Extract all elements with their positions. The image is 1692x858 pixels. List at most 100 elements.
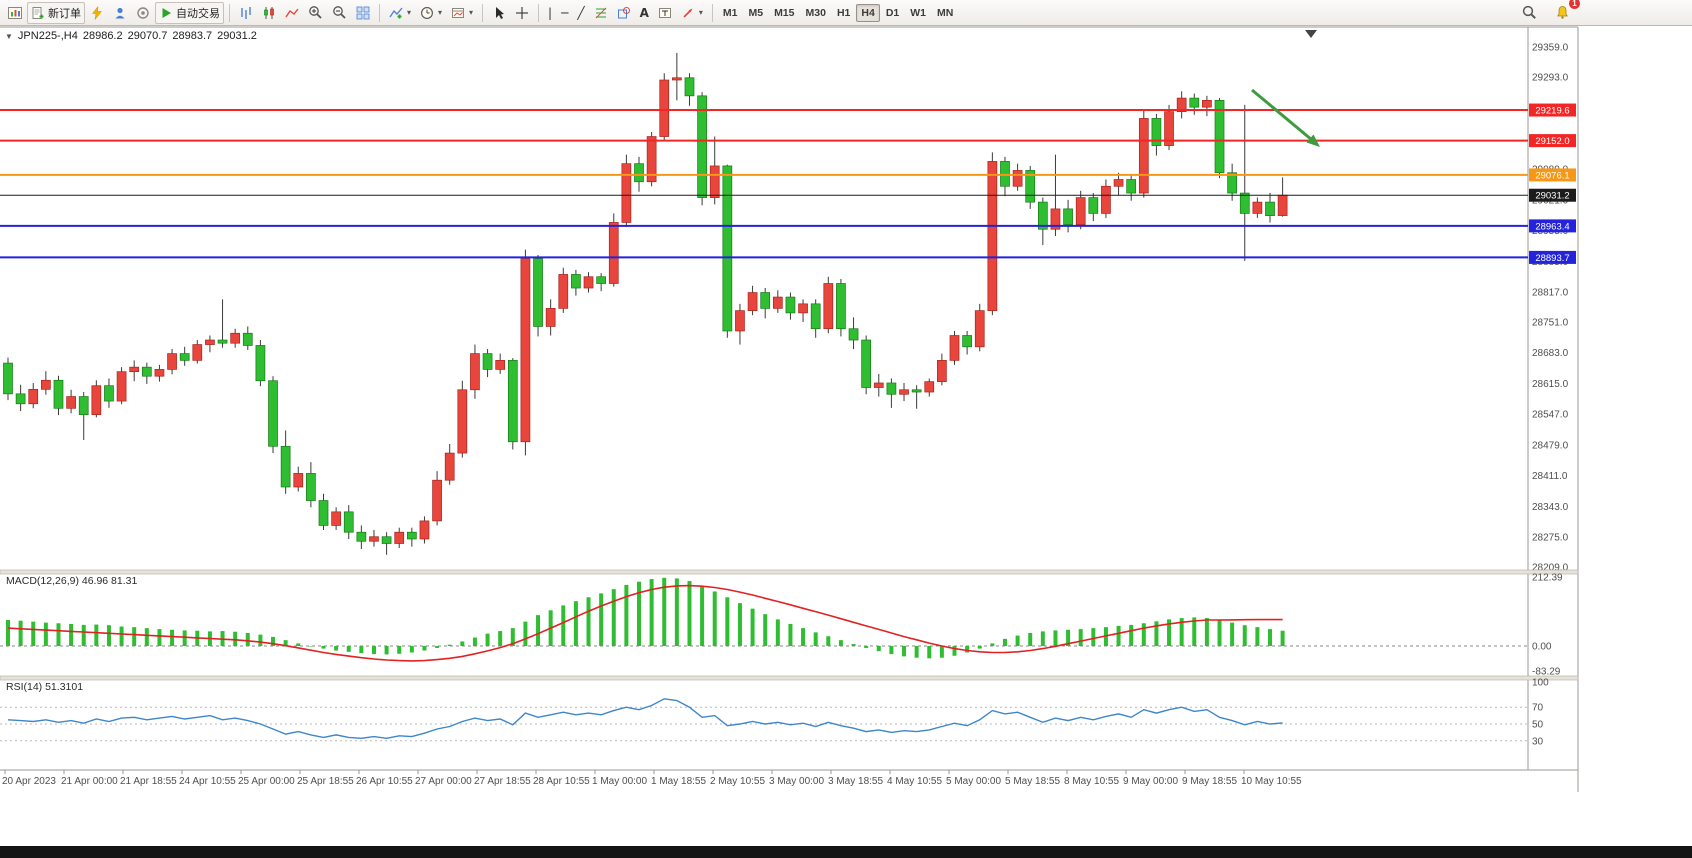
horizontal-line-tool-button[interactable]: ─ (557, 2, 572, 24)
arrows-tool-button[interactable]: ▾ (677, 2, 707, 24)
candle-body-up (621, 163, 632, 223)
macd-histogram-bar (586, 597, 591, 646)
timeframe-w1-button[interactable]: W1 (910, 6, 926, 19)
text-tool-button[interactable]: A (636, 2, 653, 24)
macd-histogram-bar (245, 633, 250, 646)
fibonacci-tool-button[interactable] (590, 2, 612, 24)
templates-button[interactable]: ▾ (447, 2, 477, 24)
rsi-tick-label: 70 (1532, 703, 1544, 714)
macd-histogram-bar (106, 625, 111, 646)
market-button[interactable] (132, 2, 154, 24)
crosshair-button[interactable] (511, 2, 533, 24)
macd-histogram-bar (700, 585, 705, 646)
timeframe-m1-button[interactable]: M1 (722, 6, 738, 19)
macd-histogram-bar (801, 628, 806, 646)
bell-icon (1557, 6, 1568, 19)
timeframe-d1-button[interactable]: D1 (885, 6, 900, 19)
expert-advisor-button[interactable] (86, 2, 108, 24)
macd-histogram-bar (170, 629, 175, 646)
rsi-tick-label: 50 (1532, 720, 1544, 731)
macd-histogram-bar (460, 641, 465, 646)
price-tick-label: 28547.0 (1532, 410, 1569, 421)
macd-indicator-label: MACD(12,26,9) 46.96 81.31 (6, 575, 138, 587)
one-click-trading-toggle[interactable]: ▼ (5, 31, 13, 41)
macd-histogram-bar (826, 636, 831, 646)
macd-histogram-bar (359, 646, 364, 654)
text-label-tool-button[interactable] (654, 2, 676, 24)
panel-splitter[interactable] (0, 569, 1579, 575)
timeframe-m30-button[interactable]: M30 (805, 6, 826, 19)
timeframe-m5-button[interactable]: M5 (748, 6, 764, 19)
candle-body-down (217, 339, 228, 344)
trendline-icon: ╱ (577, 5, 585, 20)
text-label-icon (658, 7, 671, 18)
macd-histogram-bar (788, 623, 793, 646)
candle-body-down (406, 531, 417, 540)
macd-histogram-bar (334, 646, 339, 651)
macd-histogram-bar (1242, 625, 1247, 646)
zoom-in-button[interactable] (304, 2, 327, 24)
macd-histogram-bar (599, 593, 604, 646)
candle-body-down (53, 379, 64, 409)
candle-body-down (104, 385, 114, 402)
price-tick-label: 28751.0 (1532, 317, 1569, 328)
timeframe-h4-button[interactable]: H4 (856, 3, 880, 22)
trendline-tool-button[interactable]: ╱ (573, 2, 588, 24)
shapes-tool-button[interactable] (613, 2, 635, 24)
vertical-line-tool-button[interactable]: | (544, 2, 556, 24)
price-tick-label: 28275.0 (1532, 533, 1569, 544)
candle-body-up (369, 536, 379, 542)
candle-body-up (823, 283, 834, 330)
candlestick-chart-button[interactable] (258, 2, 280, 24)
macd-histogram-bar (1116, 625, 1121, 646)
mql5-community-button[interactable] (109, 2, 131, 24)
macd-histogram-bar (1091, 628, 1096, 646)
candle-body-up (116, 371, 127, 402)
indicators-button[interactable]: ▾ (385, 2, 415, 24)
toolbar: 新订单 自动交易 (0, 0, 1692, 26)
time-tick-label: 5 May 00:00 (946, 776, 1001, 787)
macd-histogram-bar (763, 614, 768, 646)
candle-body-down (1063, 208, 1073, 226)
zoom-out-button[interactable] (328, 2, 351, 24)
macd-histogram-bar (864, 646, 869, 648)
macd-histogram-bar (1192, 617, 1197, 646)
timeframe-m15-button[interactable]: M15 (774, 6, 795, 19)
trend-arrow-head[interactable] (1306, 134, 1321, 148)
target-circle-icon (137, 6, 149, 19)
bar-chart-button[interactable] (235, 2, 257, 24)
charts-window-button[interactable] (4, 2, 26, 24)
search-button[interactable] (1518, 2, 1541, 24)
toolbar-separator (229, 3, 230, 22)
trend-arrow-line[interactable] (1251, 88, 1313, 142)
candle-body-up (129, 366, 140, 373)
macd-histogram-bar (561, 605, 566, 646)
bar-chart-icon (241, 6, 251, 19)
line-chart-button[interactable] (281, 2, 303, 24)
candle-body-up (419, 520, 430, 540)
notifications-button[interactable]: 1 (1551, 0, 1580, 24)
candle-body-down (482, 353, 493, 370)
periods-button[interactable]: ▾ (416, 2, 446, 24)
text-icon: A (639, 5, 649, 20)
new-order-button[interactable]: 新订单 (27, 1, 85, 24)
fibonacci-icon (595, 7, 606, 18)
tile-windows-button[interactable] (352, 2, 374, 24)
toolbar-right-group: 1 (1518, 0, 1580, 24)
panel-splitter[interactable] (0, 675, 1579, 681)
timeframe-mn-button[interactable]: MN (937, 6, 954, 19)
macd-histogram-bar (523, 621, 528, 646)
timeframe-h1-button[interactable]: H1 (836, 6, 851, 19)
price-tick-label: 28411.0 (1532, 471, 1568, 482)
price-line-label: 29031.2 (1535, 191, 1569, 202)
cursor-button[interactable] (488, 2, 510, 24)
chart-header: ▼ JPN225-,H4 28986.2 29070.7 28983.7 290… (5, 30, 257, 42)
autotrading-button[interactable]: 自动交易 (155, 1, 224, 24)
new-order-label: 新订单 (48, 7, 81, 20)
chart-shift-marker[interactable] (1305, 30, 1317, 38)
candle-body-down (356, 531, 367, 542)
candle-body-up (558, 274, 569, 309)
candle-body-up (520, 258, 531, 443)
candle-body-up (1138, 118, 1149, 194)
